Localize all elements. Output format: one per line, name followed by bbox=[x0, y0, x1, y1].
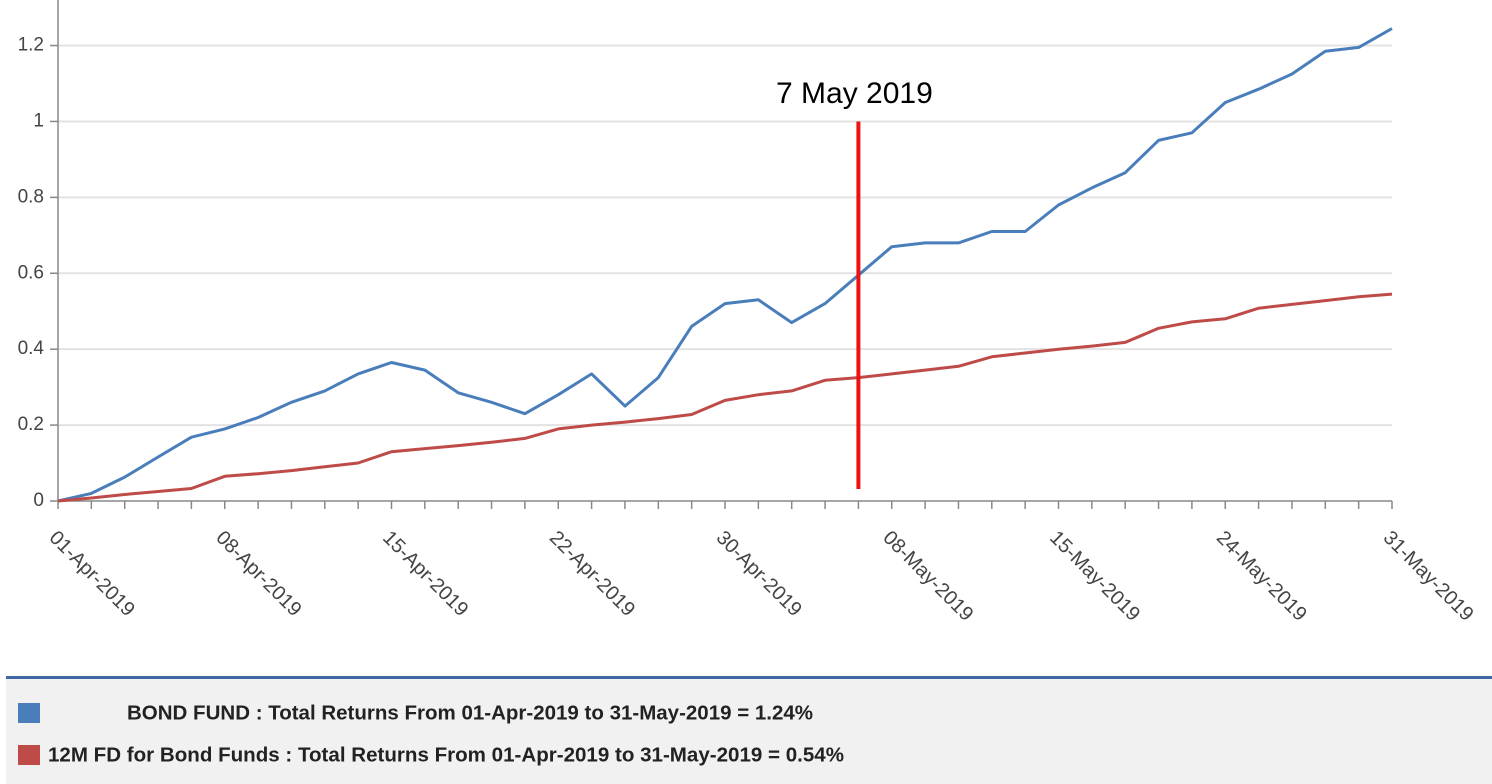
y-tick-label: 0 bbox=[33, 490, 44, 511]
legend-label: 12M FD for Bond Funds : Total Returns Fr… bbox=[48, 744, 844, 766]
legend-box bbox=[6, 677, 1492, 784]
series-line bbox=[57, 292, 1393, 503]
x-tick-label: 22-Apr-2019 bbox=[545, 527, 639, 621]
x-tick-label: 01-Apr-2019 bbox=[45, 527, 139, 621]
x-tick-label: 31-May-2019 bbox=[1379, 527, 1478, 626]
legend-swatch bbox=[18, 703, 40, 723]
x-tick-label: 08-Apr-2019 bbox=[211, 527, 305, 621]
legend-label: BOND FUND : Total Returns From 01-Apr-20… bbox=[127, 702, 813, 724]
legend-border bbox=[6, 676, 1492, 679]
annotation-text: 7 May 2019 bbox=[776, 77, 933, 110]
y-tick-label: 1 bbox=[33, 110, 44, 131]
y-tick-label: 0.2 bbox=[18, 414, 44, 435]
y-tick-label: 1.2 bbox=[18, 35, 44, 56]
x-tick-label: 30-Apr-2019 bbox=[712, 527, 806, 621]
x-tick-label: 15-Apr-2019 bbox=[378, 527, 472, 621]
x-tick-label: 08-May-2019 bbox=[878, 527, 977, 626]
series-line bbox=[57, 27, 1393, 503]
legend-swatch bbox=[18, 745, 40, 765]
x-tick-label: 24-May-2019 bbox=[1212, 527, 1311, 626]
x-tick-label: 15-May-2019 bbox=[1045, 527, 1144, 626]
y-tick-label: 0.4 bbox=[18, 338, 45, 359]
y-tick-label: 0.6 bbox=[18, 262, 44, 283]
y-tick-label: 0.8 bbox=[18, 186, 44, 207]
